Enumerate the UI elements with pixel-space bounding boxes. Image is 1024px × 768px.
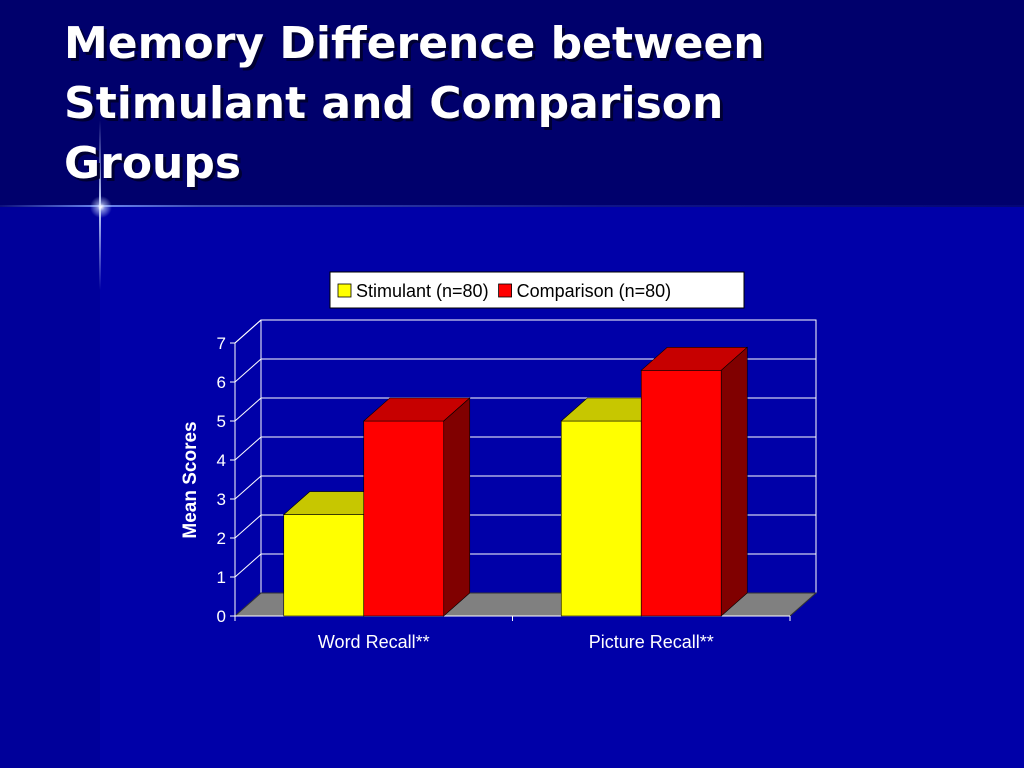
y-tick-label: 2 (217, 529, 226, 548)
slide-title-line-3: Groups (64, 138, 242, 189)
y-tick-label: 7 (217, 334, 226, 353)
left-band (0, 207, 100, 768)
bar-side (443, 397, 471, 617)
legend-box (329, 271, 745, 309)
bar-stimulant (560, 420, 642, 617)
gridline-side (234, 397, 262, 422)
legend-swatch (337, 283, 352, 298)
slide-title-line-2: Stimulant and Comparison (64, 78, 724, 129)
legend-swatch (498, 283, 512, 298)
gridline-side (234, 475, 262, 500)
gridline-side (234, 514, 262, 539)
y-tick-label: 6 (217, 373, 226, 392)
y-tick-label: 5 (217, 412, 226, 431)
y-tick-label: 3 (217, 490, 226, 509)
gridline-side (234, 436, 262, 461)
y-tick-label: 4 (217, 451, 226, 470)
x-category-label: Picture Recall** (589, 632, 714, 652)
sparkle-icon (90, 196, 112, 218)
bar-stimulant (283, 514, 365, 617)
slide-title: Memory Difference between Stimulant and … (64, 14, 964, 194)
bar-comparison (640, 369, 722, 617)
legend-label: Stimulant (n=80) (356, 281, 489, 301)
bar-comparison (363, 420, 445, 617)
x-category-label: Word Recall** (318, 632, 430, 652)
title-band (0, 0, 1024, 207)
y-tick-label: 1 (217, 568, 226, 587)
legend-label: Comparison (n=80) (517, 281, 672, 301)
y-axis-title: Mean Scores (180, 421, 201, 538)
gridline-side (234, 358, 262, 383)
y-tick-label: 0 (217, 607, 226, 626)
slide-title-line-1: Memory Difference between (64, 18, 765, 69)
wall-edge (234, 319, 262, 344)
chart-legend: Stimulant (n=80) Comparison (n=80) (329, 271, 745, 309)
decorative-horizontal-line (0, 205, 1024, 207)
plot-area: 0 1 2 3 4 5 6 7 Word Recall** Picture Recall** (217, 319, 818, 652)
bar-side (720, 346, 748, 617)
gridline-side (234, 553, 262, 578)
